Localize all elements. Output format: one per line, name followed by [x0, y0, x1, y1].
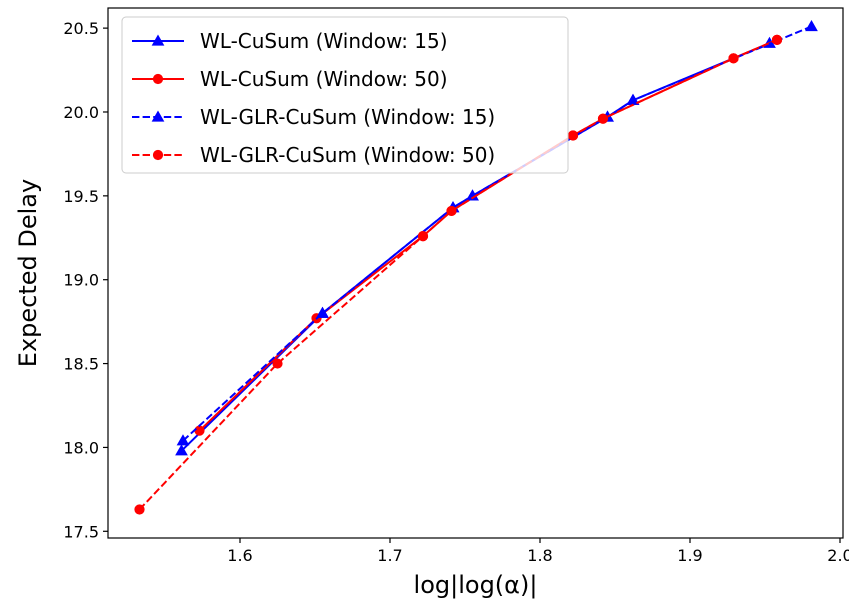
data-point	[567, 130, 579, 141]
y-tick-label: 19.0	[63, 271, 99, 290]
data-point	[175, 444, 188, 456]
data-point	[597, 113, 609, 124]
axes-layer: 1.6 1.7 1.8 1.9 2.0 17.5 18.0 18.5 19.0 19.5 20.0 2…	[63, 7, 849, 565]
legend-marker	[152, 73, 164, 85]
data-point	[316, 306, 329, 318]
legend-entry: WL-GLR-CuSum (Window: 50)	[132, 143, 495, 167]
data-point	[728, 53, 739, 64]
y-tick-label: 20.5	[63, 19, 99, 38]
x-tick-label: 1.7	[377, 546, 402, 565]
data-point	[417, 231, 429, 242]
legend-entry: WL-CuSum (Window: 50)	[132, 67, 448, 91]
data-point	[194, 425, 205, 436]
legend-marker	[151, 110, 165, 122]
legend-box	[121, 16, 569, 174]
y-axis-label: Expected Delay	[14, 179, 42, 367]
data-point	[272, 358, 283, 369]
legend-label: WL-GLR-CuSum (Window: 50)	[200, 143, 495, 167]
data-point	[134, 504, 145, 515]
y-tick-label: 19.5	[63, 187, 99, 206]
legend-marker	[152, 149, 164, 161]
legend-label: WL-CuSum (Window: 50)	[200, 67, 448, 91]
x-tick-label: 1.8	[527, 546, 552, 565]
x-tick-label: 2.0	[827, 546, 849, 565]
data-point	[771, 34, 783, 45]
x-axis-label: log|log(α)|	[414, 571, 538, 599]
axes-frame	[107, 7, 844, 539]
x-tick-label: 1.6	[227, 546, 252, 565]
data-point	[446, 205, 457, 217]
legend-label: WL-CuSum (Window: 15)	[200, 29, 448, 53]
legend-label: WL-GLR-CuSum (Window: 15)	[200, 105, 495, 129]
legend-marker	[151, 34, 165, 46]
legend-entry: WL-CuSum (Window: 15)	[132, 29, 448, 53]
x-tick-label: 1.9	[677, 546, 702, 565]
legend: WL-CuSum (Window: 15) WL-CuSum (Window: 5…	[121, 16, 569, 174]
data-point	[176, 434, 190, 446]
data-point	[805, 19, 818, 32]
y-tick-label: 20.0	[63, 103, 99, 122]
y-tick-label: 17.5	[63, 522, 99, 541]
legend-entry: WL-GLR-CuSum (Window: 15)	[132, 105, 495, 129]
y-tick-label: 18.5	[63, 355, 99, 374]
y-tick-label: 18.0	[63, 438, 99, 457]
